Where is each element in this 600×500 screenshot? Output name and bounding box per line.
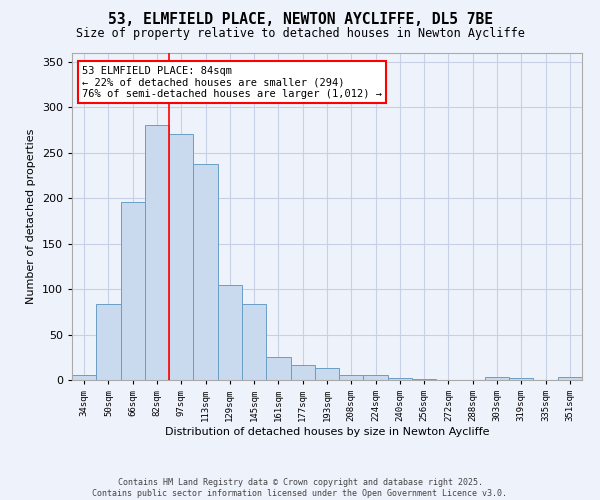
Bar [96, 304, 121, 380]
Bar [388, 378, 412, 380]
Text: Size of property relative to detached houses in Newton Aycliffe: Size of property relative to detached ho… [76, 28, 524, 40]
Y-axis label: Number of detached properties: Number of detached properties [26, 128, 36, 304]
Bar [339, 374, 364, 380]
Bar [193, 164, 218, 380]
Text: Contains HM Land Registry data © Crown copyright and database right 2025.
Contai: Contains HM Land Registry data © Crown c… [92, 478, 508, 498]
Bar [242, 304, 266, 380]
Text: 53 ELMFIELD PLACE: 84sqm
← 22% of detached houses are smaller (294)
76% of semi-: 53 ELMFIELD PLACE: 84sqm ← 22% of detach… [82, 66, 382, 99]
Bar [558, 378, 582, 380]
Bar [364, 376, 388, 380]
Bar [218, 286, 242, 380]
Bar [266, 358, 290, 380]
Bar [121, 202, 145, 380]
Bar [509, 378, 533, 380]
Bar [72, 376, 96, 380]
Bar [485, 378, 509, 380]
Bar [315, 368, 339, 380]
Bar [169, 134, 193, 380]
X-axis label: Distribution of detached houses by size in Newton Aycliffe: Distribution of detached houses by size … [165, 427, 489, 437]
Bar [145, 126, 169, 380]
Bar [290, 364, 315, 380]
Text: 53, ELMFIELD PLACE, NEWTON AYCLIFFE, DL5 7BE: 53, ELMFIELD PLACE, NEWTON AYCLIFFE, DL5… [107, 12, 493, 28]
Bar [412, 379, 436, 380]
